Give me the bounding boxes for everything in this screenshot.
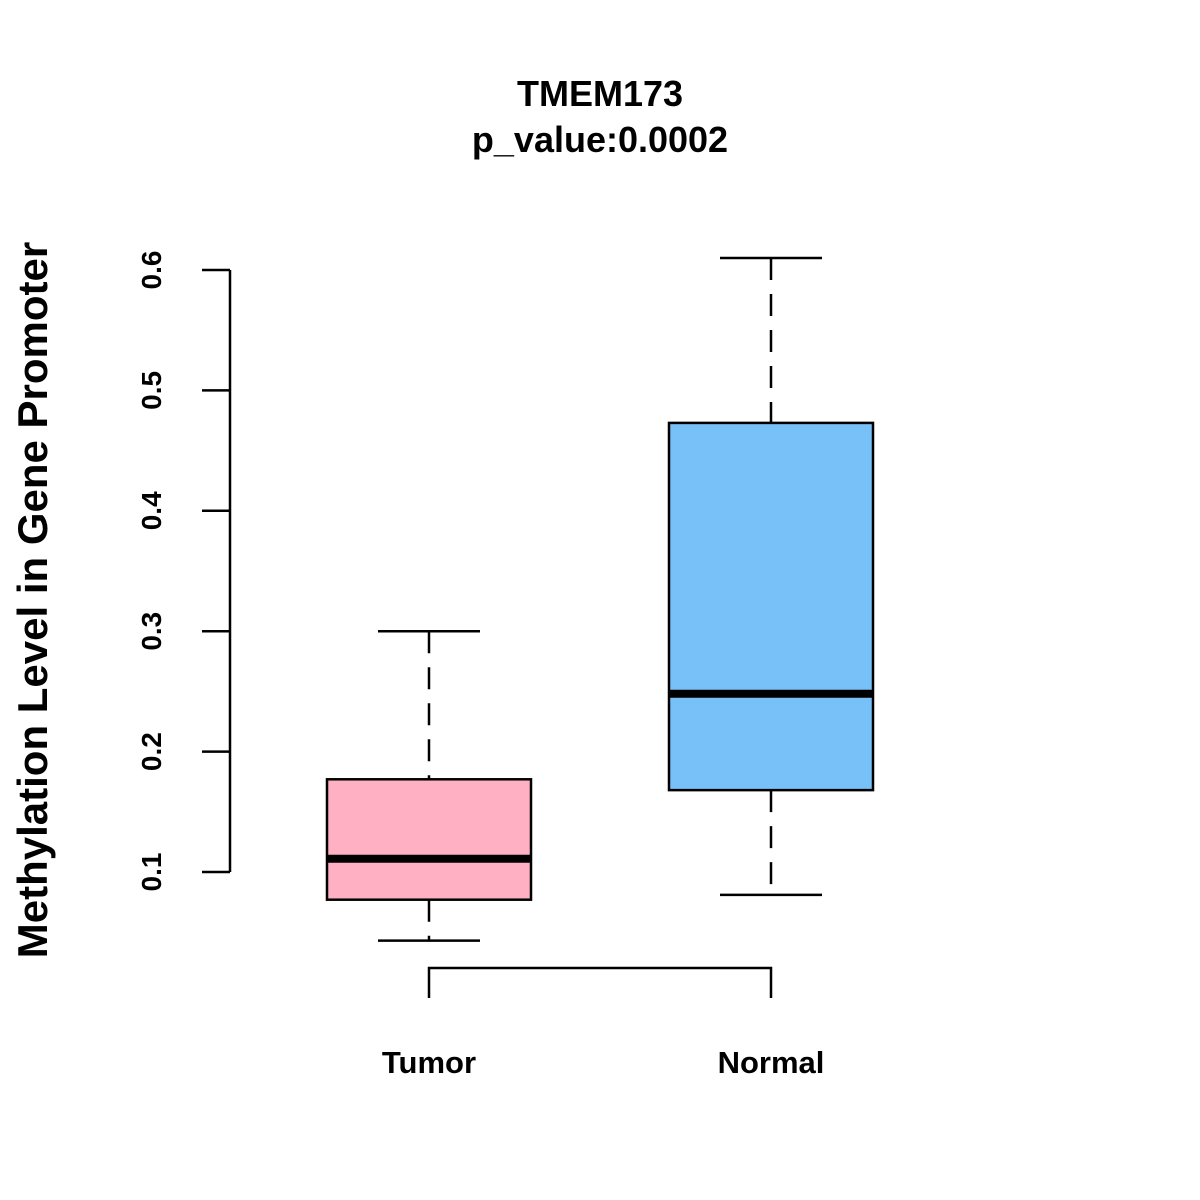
box-normal — [667, 256, 875, 897]
y-tick-label: 0.6 — [136, 251, 167, 290]
x-tick-label: Normal — [718, 1045, 825, 1080]
chart-title: TMEM173 — [517, 73, 683, 114]
iqr-box — [667, 421, 875, 792]
x-axis-line — [427, 966, 773, 998]
chart-subtitle: p_value:0.0002 — [472, 119, 728, 160]
iqr-box — [325, 778, 533, 901]
boxes — [325, 256, 875, 942]
y-tick-label: 0.3 — [136, 612, 167, 651]
y-axis: 0.1 0.2 0.3 0.4 0.5 0.6 — [136, 251, 232, 892]
x-tick-label: Tumor — [382, 1045, 476, 1080]
y-tick-label: 0.1 — [136, 853, 167, 892]
y-tick-label: 0.4 — [136, 491, 167, 530]
y-tick-label: 0.5 — [136, 371, 167, 410]
y-tick-label: 0.2 — [136, 732, 167, 771]
x-axis: Tumor Normal — [382, 966, 825, 1080]
box-tumor — [325, 629, 533, 942]
y-axis-label: Methylation Level in Gene Promoter — [9, 242, 56, 958]
